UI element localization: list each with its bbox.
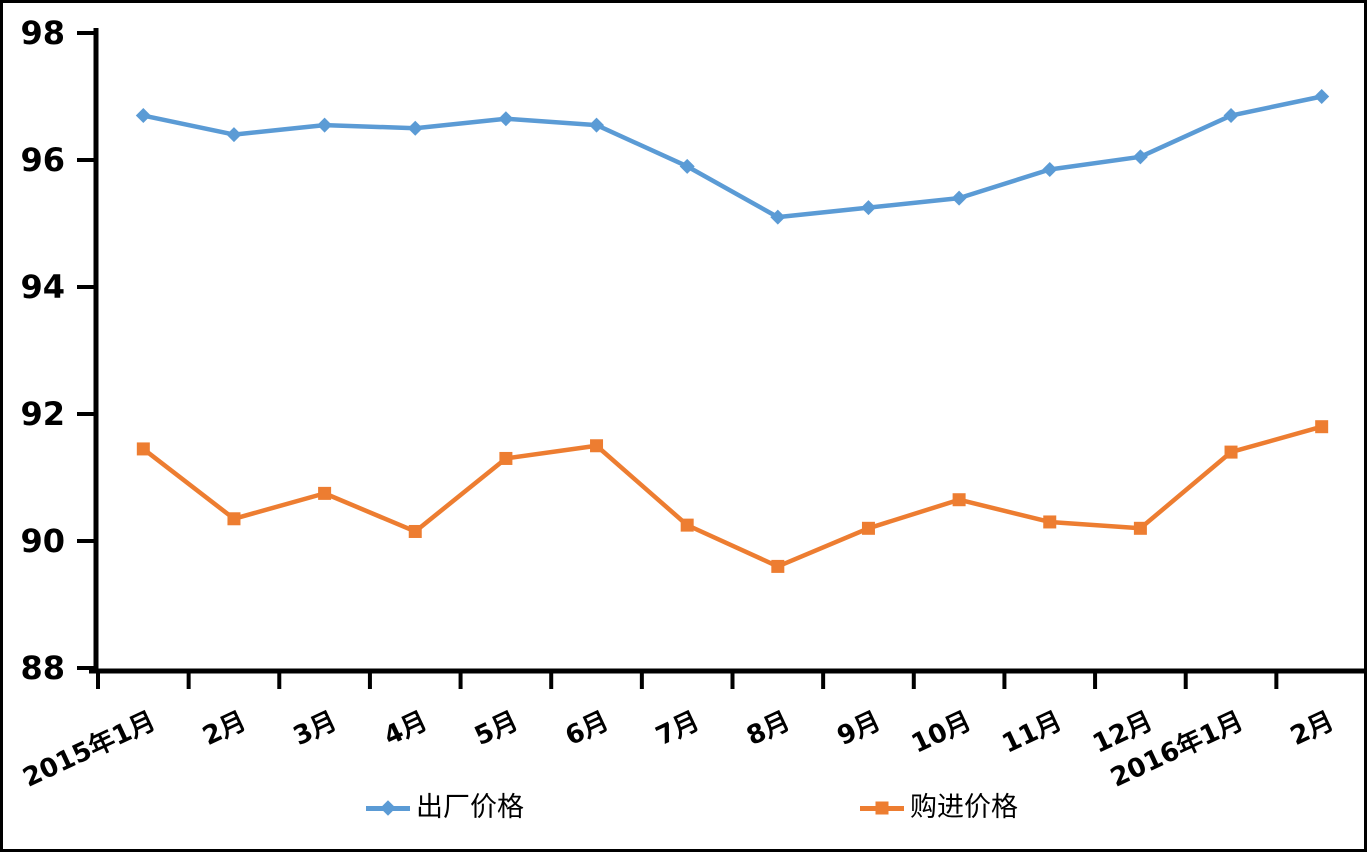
- x-tick-label: 5月: [470, 706, 523, 752]
- x-tick-label: 11月: [998, 706, 1067, 759]
- diamond-marker-icon: [860, 200, 876, 216]
- diamond-marker-icon: [317, 117, 333, 133]
- diamond-marker-icon: [1042, 162, 1058, 178]
- square-marker-icon: [952, 493, 966, 507]
- diamond-marker-icon: [951, 190, 967, 206]
- diamond-marker-icon: [589, 117, 605, 133]
- square-marker-icon: [499, 451, 513, 465]
- square-marker-icon: [136, 442, 150, 456]
- square-marker-icon: [318, 486, 332, 500]
- y-tick-label: 94: [20, 268, 65, 306]
- x-tick-label: 2月: [1286, 706, 1339, 752]
- square-marker-icon: [1133, 521, 1147, 535]
- x-tick-label: 2015年1月: [18, 705, 160, 793]
- x-tick-label: 6月: [561, 706, 614, 752]
- x-tick-label: 4月: [380, 706, 433, 752]
- x-tick-label: 10月: [907, 706, 976, 759]
- factory-price-line: [141, 94, 1324, 220]
- x-tick-label: 9月: [833, 706, 886, 752]
- square-marker-icon: [227, 512, 241, 526]
- x-tick-label: 2月: [198, 706, 251, 752]
- purchase-price-line: [141, 424, 1324, 569]
- chart-canvas: 88 90 92 94 96 98 2015年1月 2月 3月 4月 5月 6月 7月 8月 9月 10月 11…: [18, 14, 1364, 794]
- square-marker-icon: [861, 521, 875, 535]
- y-tick-label: 90: [20, 522, 65, 560]
- y-tick-label: 96: [20, 141, 65, 179]
- diamond-marker-icon: [1314, 89, 1330, 104]
- square-marker-icon: [1224, 445, 1238, 459]
- diamond-marker-icon: [135, 108, 151, 124]
- diamond-marker-icon: [1223, 108, 1239, 124]
- diamond-marker-icon: [1132, 149, 1148, 165]
- diamond-marker-icon: [770, 209, 786, 225]
- square-marker-icon: [680, 518, 694, 532]
- square-marker-icon: [408, 524, 422, 538]
- diamond-marker-icon: [679, 158, 695, 174]
- diamond-marker-icon: [407, 120, 423, 136]
- square-marker-icon: [1315, 420, 1329, 434]
- x-tick-label: 8月: [742, 706, 795, 752]
- y-tick-label: 88: [20, 649, 65, 687]
- y-tick-label: 98: [20, 14, 65, 52]
- diamond-marker-icon: [498, 111, 514, 127]
- diamond-marker-icon: [226, 127, 242, 143]
- y-tick-label: 92: [20, 395, 65, 433]
- square-marker-icon: [771, 559, 785, 573]
- square-marker-icon: [590, 439, 604, 453]
- square-marker-icon: [1043, 515, 1057, 529]
- x-tick-label: 3月: [289, 706, 342, 752]
- x-tick-label: 7月: [651, 706, 704, 752]
